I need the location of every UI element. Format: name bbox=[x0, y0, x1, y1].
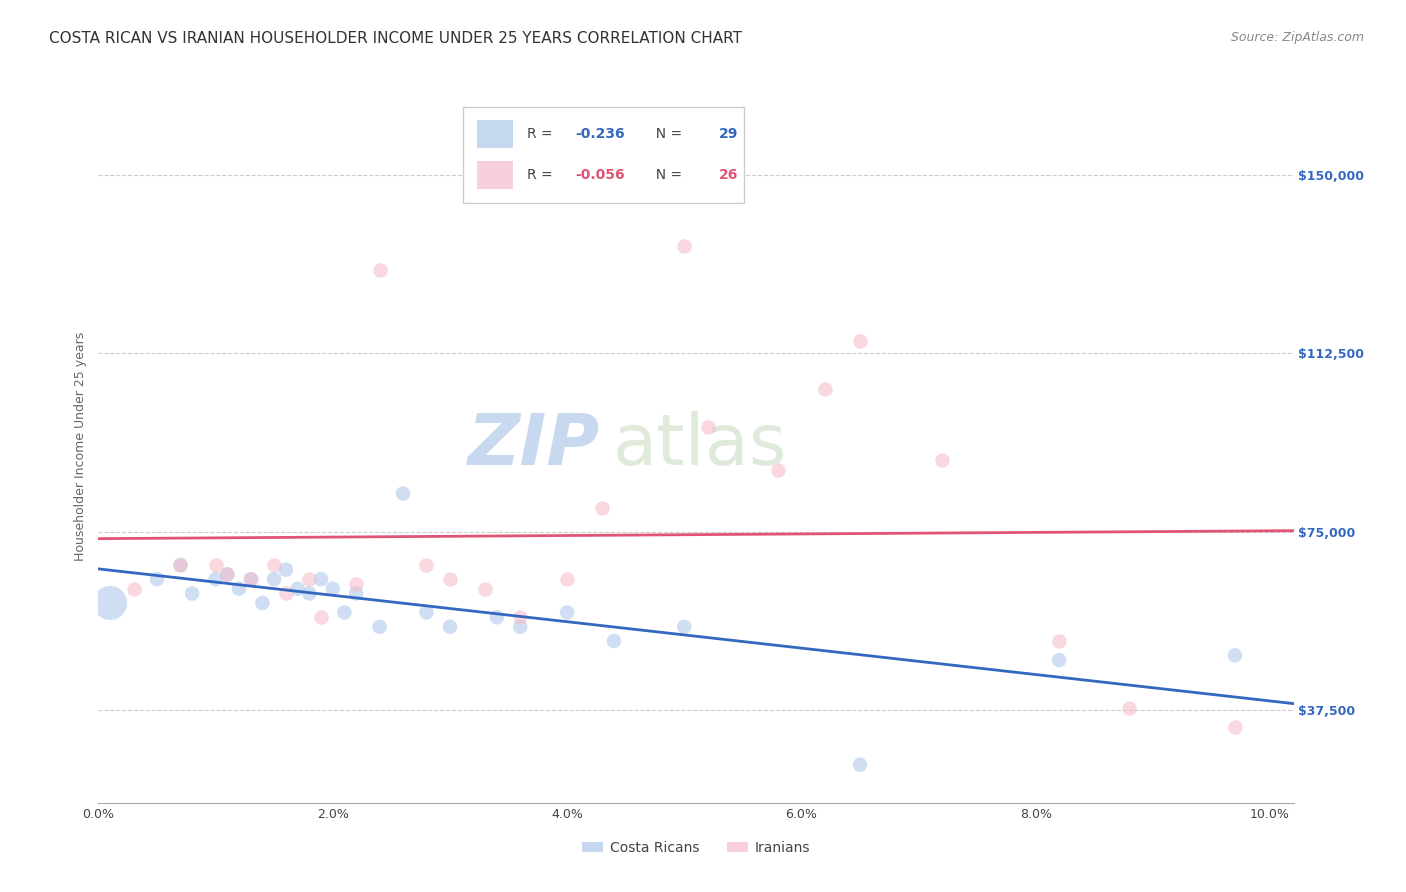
Point bbox=[485, 610, 508, 624]
Point bbox=[274, 586, 297, 600]
Point bbox=[228, 582, 250, 596]
Point bbox=[509, 610, 531, 624]
Point bbox=[849, 334, 872, 349]
Point bbox=[98, 596, 121, 610]
Point bbox=[333, 606, 356, 620]
Text: -0.056: -0.056 bbox=[575, 168, 624, 182]
Point bbox=[239, 572, 262, 586]
Point bbox=[322, 582, 344, 596]
Point bbox=[204, 558, 226, 572]
Point bbox=[274, 563, 297, 577]
Text: COSTA RICAN VS IRANIAN HOUSEHOLDER INCOME UNDER 25 YEARS CORRELATION CHART: COSTA RICAN VS IRANIAN HOUSEHOLDER INCOM… bbox=[49, 31, 742, 46]
Point bbox=[181, 586, 204, 600]
Text: 29: 29 bbox=[718, 128, 738, 141]
Point bbox=[287, 582, 309, 596]
Point bbox=[555, 606, 578, 620]
Text: R =: R = bbox=[527, 128, 557, 141]
Point bbox=[1223, 720, 1246, 734]
Point bbox=[1047, 653, 1070, 667]
Text: atlas: atlas bbox=[613, 411, 787, 481]
Bar bbox=[463, 107, 744, 203]
Point bbox=[439, 572, 461, 586]
Text: R =: R = bbox=[527, 168, 557, 182]
Point bbox=[263, 572, 285, 586]
Text: 26: 26 bbox=[718, 168, 738, 182]
Text: N =: N = bbox=[647, 168, 686, 182]
Point bbox=[298, 572, 321, 586]
Legend: Costa Ricans, Iranians: Costa Ricans, Iranians bbox=[576, 835, 815, 860]
Point bbox=[169, 558, 191, 572]
Text: ZIP: ZIP bbox=[468, 411, 600, 481]
Point bbox=[474, 582, 496, 596]
Point bbox=[603, 634, 626, 648]
Point bbox=[217, 567, 239, 582]
Point bbox=[814, 382, 837, 396]
Point bbox=[439, 620, 461, 634]
Point bbox=[415, 606, 437, 620]
Bar bbox=[477, 120, 513, 148]
Point bbox=[673, 239, 696, 253]
Point bbox=[1118, 700, 1140, 714]
Point bbox=[309, 610, 332, 624]
Point bbox=[415, 558, 437, 572]
Point bbox=[122, 582, 145, 596]
Point bbox=[766, 463, 789, 477]
Point bbox=[696, 420, 718, 434]
Point bbox=[849, 757, 872, 772]
Point bbox=[239, 572, 262, 586]
Point bbox=[217, 567, 239, 582]
Text: N =: N = bbox=[647, 128, 686, 141]
Point bbox=[368, 263, 391, 277]
Point bbox=[673, 620, 696, 634]
Y-axis label: Householder Income Under 25 years: Householder Income Under 25 years bbox=[75, 331, 87, 561]
Point bbox=[344, 586, 367, 600]
Text: -0.236: -0.236 bbox=[575, 128, 624, 141]
Point bbox=[591, 500, 613, 515]
Point bbox=[263, 558, 285, 572]
Point bbox=[931, 453, 953, 467]
Text: Source: ZipAtlas.com: Source: ZipAtlas.com bbox=[1230, 31, 1364, 45]
Point bbox=[204, 572, 226, 586]
Point bbox=[1047, 634, 1070, 648]
Point bbox=[368, 620, 391, 634]
Bar bbox=[477, 161, 513, 189]
Point bbox=[309, 572, 332, 586]
Point bbox=[169, 558, 191, 572]
Point bbox=[146, 572, 169, 586]
Point bbox=[298, 586, 321, 600]
Point bbox=[252, 596, 274, 610]
Point bbox=[392, 486, 415, 500]
Point bbox=[1223, 648, 1246, 663]
Point bbox=[555, 572, 578, 586]
Point bbox=[344, 577, 367, 591]
Point bbox=[509, 620, 531, 634]
